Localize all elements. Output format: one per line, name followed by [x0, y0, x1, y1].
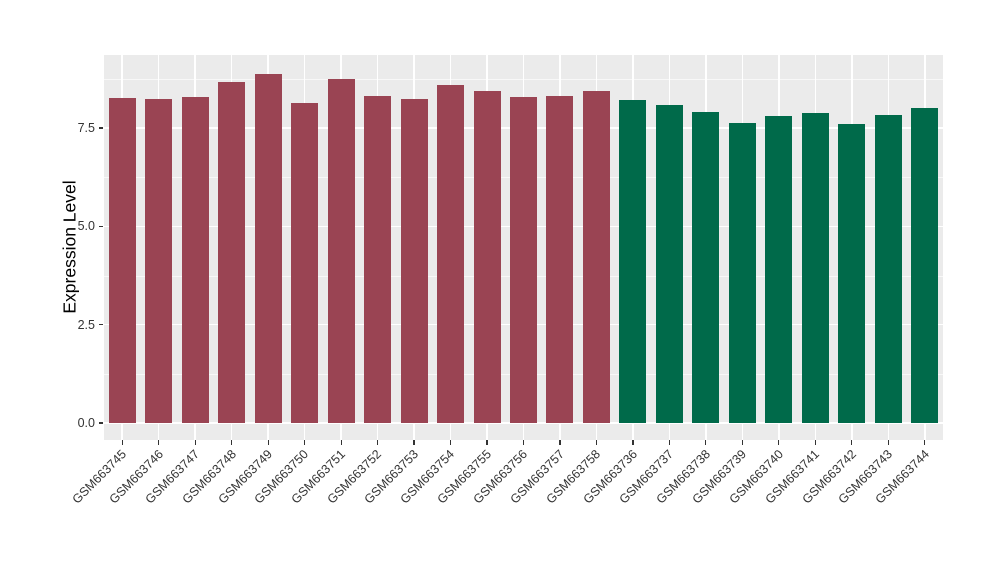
x-tick-mark: [595, 440, 598, 445]
x-tick-mark: [376, 440, 379, 445]
x-tick-mark: [668, 440, 670, 445]
x-tick-mark: [449, 440, 452, 445]
bar-GSM663748: [218, 82, 246, 423]
y-tick-mark: [99, 225, 103, 227]
bar-GSM663755: [473, 91, 501, 423]
bar-GSM663740: [765, 115, 793, 423]
bar-GSM663754: [437, 85, 465, 423]
bar-GSM663741: [801, 112, 829, 423]
y-tick-label: 5.0: [77, 219, 95, 234]
bar-GSM663749: [254, 74, 282, 423]
bar-GSM663756: [510, 96, 537, 423]
x-tick-mark: [632, 440, 634, 445]
bar-GSM663752: [364, 96, 392, 423]
y-tick-label: 0.0: [77, 416, 95, 430]
x-tick-mark: [486, 440, 488, 445]
y-axis-title: Expression Level: [59, 180, 80, 314]
y-tick-mark: [99, 422, 103, 424]
x-tick-mark: [851, 440, 853, 445]
plot-panel: [104, 55, 943, 440]
x-tick-mark: [705, 440, 707, 445]
y-tick-mark: [99, 324, 103, 326]
x-tick-mark: [267, 440, 269, 445]
bar-GSM663750: [291, 103, 319, 423]
bar-GSM663743: [874, 115, 902, 423]
bar-GSM663746: [145, 99, 173, 423]
bar-GSM663753: [400, 99, 428, 423]
x-tick-mark: [741, 440, 743, 445]
bar-GSM663745: [108, 97, 136, 423]
bar-GSM663739: [728, 123, 756, 423]
x-tick-mark: [231, 440, 233, 445]
y-tick-label: 7.5: [77, 121, 95, 135]
bar-GSM663742: [838, 124, 866, 423]
bar-GSM663736: [619, 99, 647, 423]
bar-GSM663737: [655, 105, 683, 423]
bar-GSM663744: [911, 108, 939, 423]
x-tick-mark: [194, 440, 196, 445]
bar-GSM663758: [582, 90, 610, 423]
x-tick-mark: [559, 440, 561, 445]
x-tick-mark: [522, 440, 525, 445]
x-tick-mark: [340, 440, 342, 445]
bar-GSM663757: [546, 96, 574, 423]
x-tick-mark: [887, 440, 889, 445]
x-tick-mark: [158, 440, 160, 445]
x-tick-mark: [413, 440, 415, 445]
y-tick-label: 2.5: [77, 317, 95, 332]
x-tick-mark: [121, 440, 123, 445]
y-tick-mark: [99, 127, 103, 129]
x-tick-mark: [778, 440, 780, 445]
bar-GSM663738: [692, 111, 720, 423]
x-tick-mark: [814, 440, 816, 445]
bar-GSM663747: [181, 97, 209, 423]
x-tick-mark: [304, 440, 306, 445]
bar-GSM663751: [327, 79, 355, 423]
x-tick-mark: [924, 440, 926, 445]
